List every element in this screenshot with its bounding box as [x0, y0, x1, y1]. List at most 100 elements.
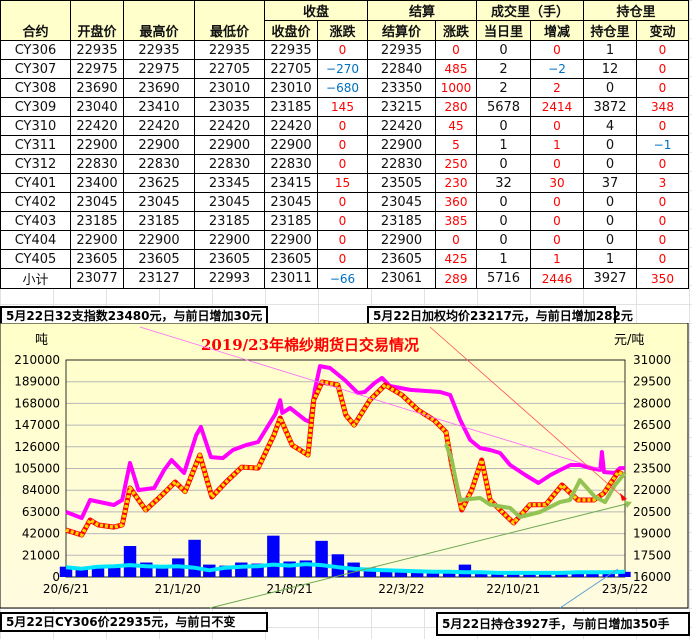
header-low: 最低价: [194, 0, 265, 41]
table-cell: 145: [317, 97, 368, 117]
table-cell: 22935: [367, 40, 436, 60]
table-cell: 0: [530, 211, 584, 231]
table-cell: 0: [636, 116, 689, 136]
y-right-tick-label: 31000: [633, 353, 671, 367]
table-cell: 1: [476, 249, 531, 269]
table-cell: 1: [530, 135, 584, 155]
table-cell: 0: [636, 230, 689, 250]
table-cell: 2: [476, 78, 531, 98]
volume-bar: [555, 572, 568, 577]
volume-bar: [219, 565, 232, 577]
table-cell: 22900: [70, 135, 124, 155]
table-cell: 0: [530, 154, 584, 174]
table-cell: 23045: [264, 192, 318, 212]
table-row: CY307 22975 22975 22705 22705 −270 22840 485 2 −2…: [0, 59, 689, 79]
table-cell: 45: [435, 116, 477, 136]
volume-bar: [523, 572, 536, 577]
note-cy306: 5月22日CY306价22935元，与前日不变: [0, 612, 268, 632]
connector-line: [139, 326, 601, 470]
table-cell: CY307: [0, 59, 71, 79]
table-cell: CY404: [0, 230, 71, 250]
table-cell: 15: [317, 173, 368, 193]
table-cell: 22900: [123, 135, 195, 155]
table-cell: CY310: [0, 116, 71, 136]
table-cell: 22900: [264, 230, 318, 250]
y-left-tick-label: 168000: [14, 396, 60, 410]
table-cell: 22420: [264, 116, 318, 136]
table-cell: CY312: [0, 154, 71, 174]
header-close-change: 涨跌: [317, 20, 368, 41]
table-cell: 23011: [264, 268, 318, 289]
table-cell: 0: [530, 230, 584, 250]
table-cell: 23505: [367, 173, 436, 193]
y-left-tick-label: 105000: [14, 462, 60, 476]
x-tick-label: 23/5/22: [602, 582, 648, 596]
header-high: 最高价: [123, 0, 195, 41]
y-right-tick-label: 23500: [633, 462, 671, 476]
table-row: CY402 23045 23045 23045 23045 0 23045 360 0 0 0 0: [0, 192, 689, 212]
table-cell: 22975: [70, 59, 124, 79]
table-cell: 23690: [70, 78, 124, 98]
header-contract: 合约: [0, 0, 71, 41]
table-cell: 0: [530, 116, 584, 136]
table-cell: 5: [435, 135, 477, 155]
arrow-icon: [624, 501, 632, 508]
table-cell: 32: [476, 173, 531, 193]
header-settle: 结算价: [367, 20, 436, 41]
table-cell: 348: [636, 97, 689, 117]
table-cell: 0: [317, 230, 368, 250]
group-volume: 成交里（手）: [476, 0, 584, 21]
table-cell: 1000: [435, 78, 477, 98]
table-cell: 4: [583, 116, 637, 136]
volume-bar: [442, 571, 456, 577]
table-cell: 0: [317, 116, 368, 136]
table-cell: 280: [435, 97, 477, 117]
y-left-tick-label: 84000: [22, 483, 60, 497]
table-cell: 23185: [123, 211, 195, 231]
table-cell: 2: [476, 59, 531, 79]
volume-bar: [108, 567, 121, 577]
table-cell: 23605: [367, 249, 436, 269]
table-cell: 23350: [367, 78, 436, 98]
volume-bar: [75, 567, 88, 577]
table-cell: 23605: [264, 249, 318, 269]
y-right-tick-label: 20500: [633, 505, 671, 519]
table-cell: 1: [583, 40, 637, 60]
volume-bar: [363, 567, 377, 577]
table-cell: 22993: [194, 268, 265, 289]
table-cell: 0: [530, 40, 584, 60]
table-cell: 22830: [123, 154, 195, 174]
table-cell: 0: [583, 211, 637, 231]
arrow-icon: [620, 493, 627, 501]
table-row: CY312 22830 22830 22830 22830 0 22830 250 0 0 0 0: [0, 154, 689, 174]
volume-bar: [379, 568, 393, 577]
table-cell: 1: [530, 249, 584, 269]
series-line-2: [444, 443, 627, 519]
table-cell: 23035: [194, 97, 265, 117]
table-cell: 0: [636, 192, 689, 212]
volume-bar: [474, 572, 488, 577]
volume-bar: [394, 569, 408, 577]
series-line-0: [65, 364, 625, 520]
y-left-tick-label: 21000: [22, 548, 60, 562]
table-cell: 22935: [70, 40, 124, 60]
table-row: CY403 23185 23185 23185 23185 0 23185 385 0 0 0 0: [0, 211, 689, 231]
table-cell: 22705: [194, 59, 265, 79]
x-tick-label: 22/10/21: [486, 582, 540, 596]
table-cell: 360: [435, 192, 477, 212]
table-row: CY404 22900 22900 22900 22900 0 22900 0 0 0 0 0: [0, 230, 689, 250]
table-cell: 22900: [367, 135, 436, 155]
table-cell: 2414: [530, 97, 584, 117]
volume-bar: [315, 540, 328, 577]
header-settle-change: 涨跌: [435, 20, 477, 41]
table-cell: 5678: [476, 97, 531, 117]
table-cell: 23010: [194, 78, 265, 98]
table-cell: 0: [435, 40, 477, 60]
y-right-axis-label: 元/吨: [614, 333, 644, 348]
table-cell: 23410: [123, 97, 195, 117]
table-cell: 1: [583, 249, 637, 269]
table-cell: 22935: [264, 40, 318, 60]
table-cell: 425: [435, 249, 477, 269]
table-cell: 22705: [264, 59, 318, 79]
y-right-tick-label: 17500: [633, 548, 671, 562]
